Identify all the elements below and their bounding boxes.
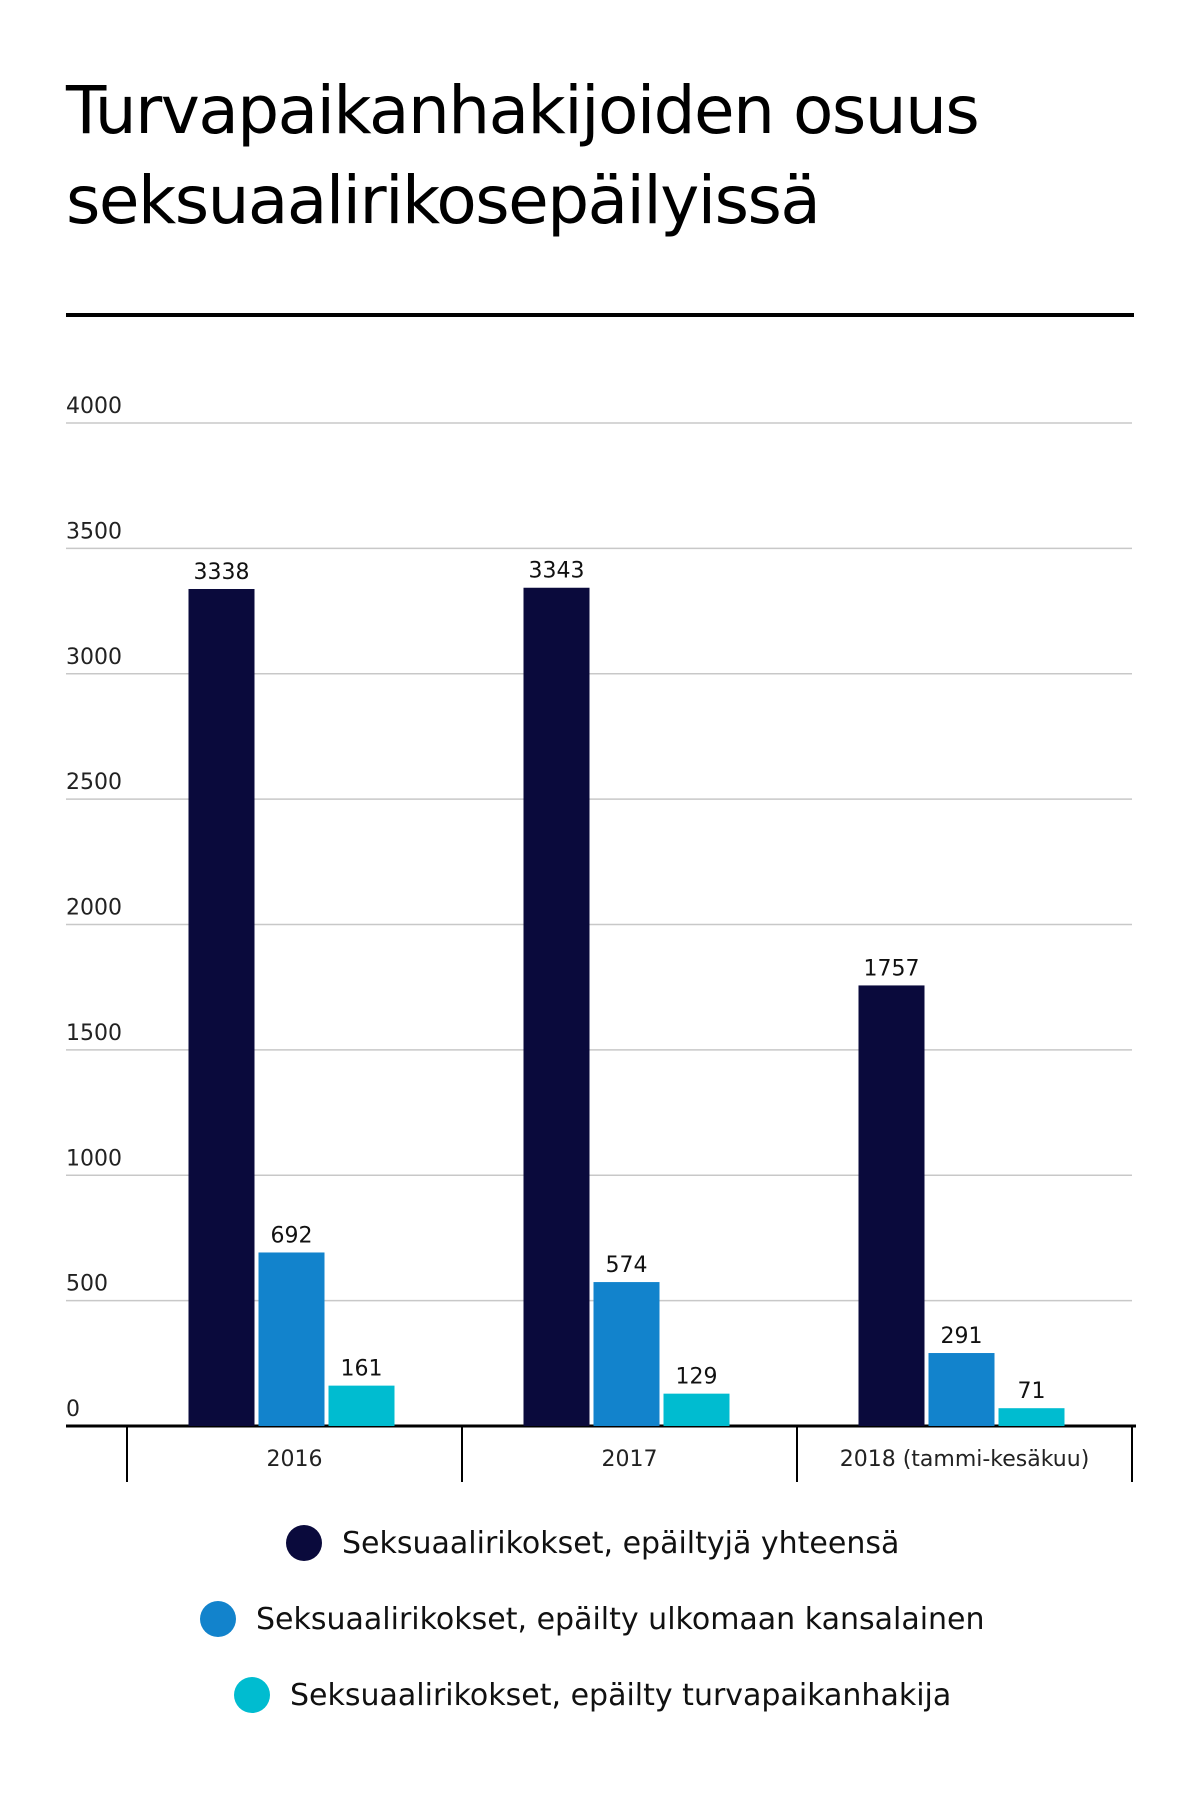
bar-chart: 0 500 1000 1500 2000 2500 3000 3500 4000 2016 3338… [66, 394, 1136, 1482]
bar-1-2 [663, 1393, 730, 1426]
x-tick-label-0: 2016 [267, 1447, 323, 1472]
bar-2-2 [998, 1408, 1065, 1426]
bar-0-1 [258, 1252, 325, 1426]
chart-title-line-2: seksuaalirikosepäilyissä [66, 162, 821, 239]
bar-1-1 [593, 1282, 660, 1426]
legend-swatch-total [286, 1525, 322, 1561]
y-tick-label-1500: 1500 [66, 1021, 122, 1046]
y-tick-label-3000: 3000 [66, 645, 122, 670]
x-tick-label-1: 2017 [602, 1447, 658, 1472]
y-tick-label-2000: 2000 [66, 896, 122, 921]
y-tick-label-0: 0 [66, 1397, 80, 1422]
legend-item-total: Seksuaalirikokset, epäiltyjä yhteensä [286, 1525, 899, 1561]
bar-2-0 [858, 985, 925, 1426]
data-label-0-1: 692 [271, 1223, 313, 1248]
data-label-2-2: 71 [1018, 1379, 1046, 1404]
legend-label-asylum: Seksuaalirikokset, epäilty turvapaikanha… [290, 1677, 952, 1713]
chart-title-line-1: Turvapaikanhakijoiden osuus [66, 72, 980, 149]
data-label-2-1: 291 [941, 1324, 983, 1349]
chart-title: Turvapaikanhakijoiden osuus seksuaalirik… [66, 66, 1146, 246]
data-label-0-0: 3338 [194, 560, 250, 585]
bar-2-1 [928, 1353, 995, 1426]
y-tick-label-2500: 2500 [66, 770, 122, 795]
legend-item-foreign: Seksuaalirikokset, epäilty ulkomaan kans… [200, 1601, 985, 1637]
bar-0-0 [188, 588, 255, 1426]
data-label-1-1: 574 [606, 1253, 648, 1278]
data-label-2-0: 1757 [864, 956, 920, 981]
data-label-1-0: 3343 [529, 559, 585, 584]
data-label-1-2: 129 [676, 1365, 718, 1390]
y-tick-label-4000: 4000 [66, 394, 122, 419]
legend-item-asylum: Seksuaalirikokset, epäilty turvapaikanha… [234, 1677, 951, 1713]
x-tick-label-2: 2018 (tammi-kesäkuu) [840, 1447, 1090, 1472]
y-tick-label-1000: 1000 [66, 1146, 122, 1171]
data-label-0-2: 161 [341, 1357, 383, 1382]
bar-0-2 [328, 1385, 395, 1426]
legend-swatch-asylum [234, 1677, 270, 1713]
legend-label-total: Seksuaalirikokset, epäiltyjä yhteensä [342, 1525, 900, 1561]
y-tick-label-500: 500 [66, 1272, 108, 1297]
title-divider [66, 313, 1134, 317]
y-tick-label-3500: 3500 [66, 519, 122, 544]
legend-swatch-foreign [200, 1601, 236, 1637]
bar-1-0 [523, 587, 590, 1426]
legend-label-foreign: Seksuaalirikokset, epäilty ulkomaan kans… [256, 1601, 985, 1637]
